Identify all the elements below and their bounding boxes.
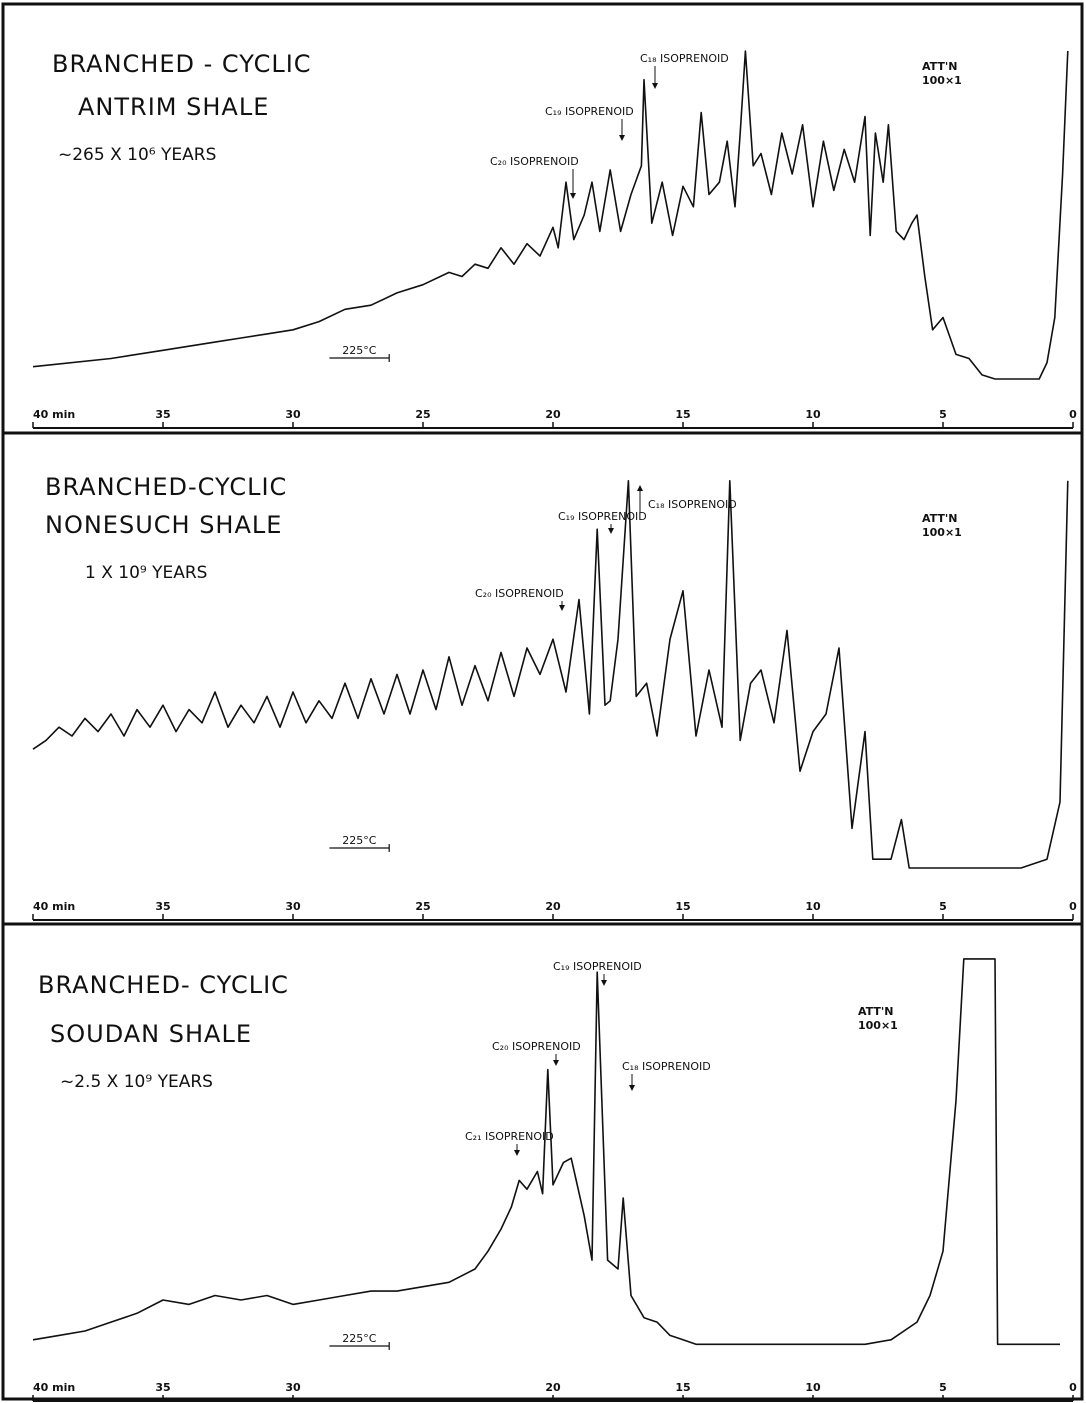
x-tick-label: 40 min	[33, 900, 75, 913]
x-tick-label: 0	[1069, 1381, 1077, 1394]
attenuation: 100×1	[922, 74, 962, 87]
x-tick-label: 35	[155, 408, 170, 421]
attenuation: ATT'N	[922, 60, 958, 73]
x-tick-label: 5	[939, 900, 947, 913]
x-tick-label: 25	[415, 900, 430, 913]
panel-title: BRANCHED - CYCLIC	[52, 50, 312, 78]
x-tick-label: 15	[675, 1381, 690, 1394]
x-tick-label: 0	[1069, 900, 1077, 913]
x-tick-label: 5	[939, 408, 947, 421]
x-tick-label: 20	[545, 1381, 561, 1394]
attenuation: ATT'N	[922, 512, 958, 525]
panel-frame	[1, 922, 1084, 1401]
x-tick-label: 10	[805, 900, 821, 913]
x-tick-label: 15	[675, 900, 690, 913]
x-tick-label: 40 min	[33, 408, 75, 421]
x-tick-label: 35	[155, 1381, 170, 1394]
peak-annotation: C₂₀ ISOPRENOID	[490, 155, 579, 168]
peak-annotation: C₁₈ ISOPRENOID	[622, 1060, 711, 1073]
panel-subtitle: SOUDAN SHALE	[50, 1020, 252, 1048]
temperature-label: 225°C	[342, 1332, 376, 1345]
x-tick-label: 15	[675, 408, 690, 421]
x-tick-label: 35	[155, 900, 170, 913]
x-tick-label: 30	[285, 900, 301, 913]
trace	[32, 958, 1060, 1346]
peak-annotation: C₁₉ ISOPRENOID	[553, 960, 642, 973]
x-tick-label: 30	[285, 1381, 301, 1394]
peak-annotation: C₁₈ ISOPRENOID	[648, 498, 737, 511]
attenuation: 100×1	[858, 1019, 898, 1032]
panel-subtitle: ANTRIM SHALE	[78, 93, 269, 121]
peak-annotation: C₁₉ ISOPRENOID	[558, 510, 647, 523]
attenuation: 100×1	[922, 526, 962, 539]
peak-annotation: C₂₁ ISOPRENOID	[465, 1130, 554, 1143]
trace	[32, 480, 1069, 869]
panel-age: ~265 X 10⁶ YEARS	[58, 145, 216, 165]
peak-annotation: C₁₈ ISOPRENOID	[640, 52, 729, 65]
panel-age: 1 X 10⁹ YEARS	[85, 563, 207, 583]
x-tick-label: 20	[545, 900, 561, 913]
peak-annotation: C₂₀ ISOPRENOID	[475, 587, 564, 600]
x-tick-label: 10	[805, 408, 821, 421]
x-tick-label: 0	[1069, 408, 1077, 421]
temperature-label: 225°C	[342, 834, 376, 847]
x-tick-label: 40 min	[33, 1381, 75, 1394]
panel-title: BRANCHED- CYCLIC	[38, 971, 289, 999]
peak-annotation: C₁₉ ISOPRENOID	[545, 105, 634, 118]
x-tick-label: 20	[545, 408, 561, 421]
panel-age: ~2.5 X 10⁹ YEARS	[60, 1072, 213, 1092]
x-tick-label: 5	[939, 1381, 947, 1394]
x-tick-label: 10	[805, 1381, 821, 1394]
panel-frame	[1, 431, 1084, 926]
trace	[32, 50, 1069, 380]
x-tick-label: 30	[285, 408, 301, 421]
panel-subtitle: NONESUCH SHALE	[45, 511, 282, 539]
x-tick-label: 25	[415, 408, 430, 421]
attenuation: ATT'N	[858, 1005, 894, 1018]
panel-title: BRANCHED-CYCLIC	[45, 473, 287, 501]
temperature-label: 225°C	[342, 344, 376, 357]
peak-annotation: C₂₀ ISOPRENOID	[492, 1040, 581, 1053]
